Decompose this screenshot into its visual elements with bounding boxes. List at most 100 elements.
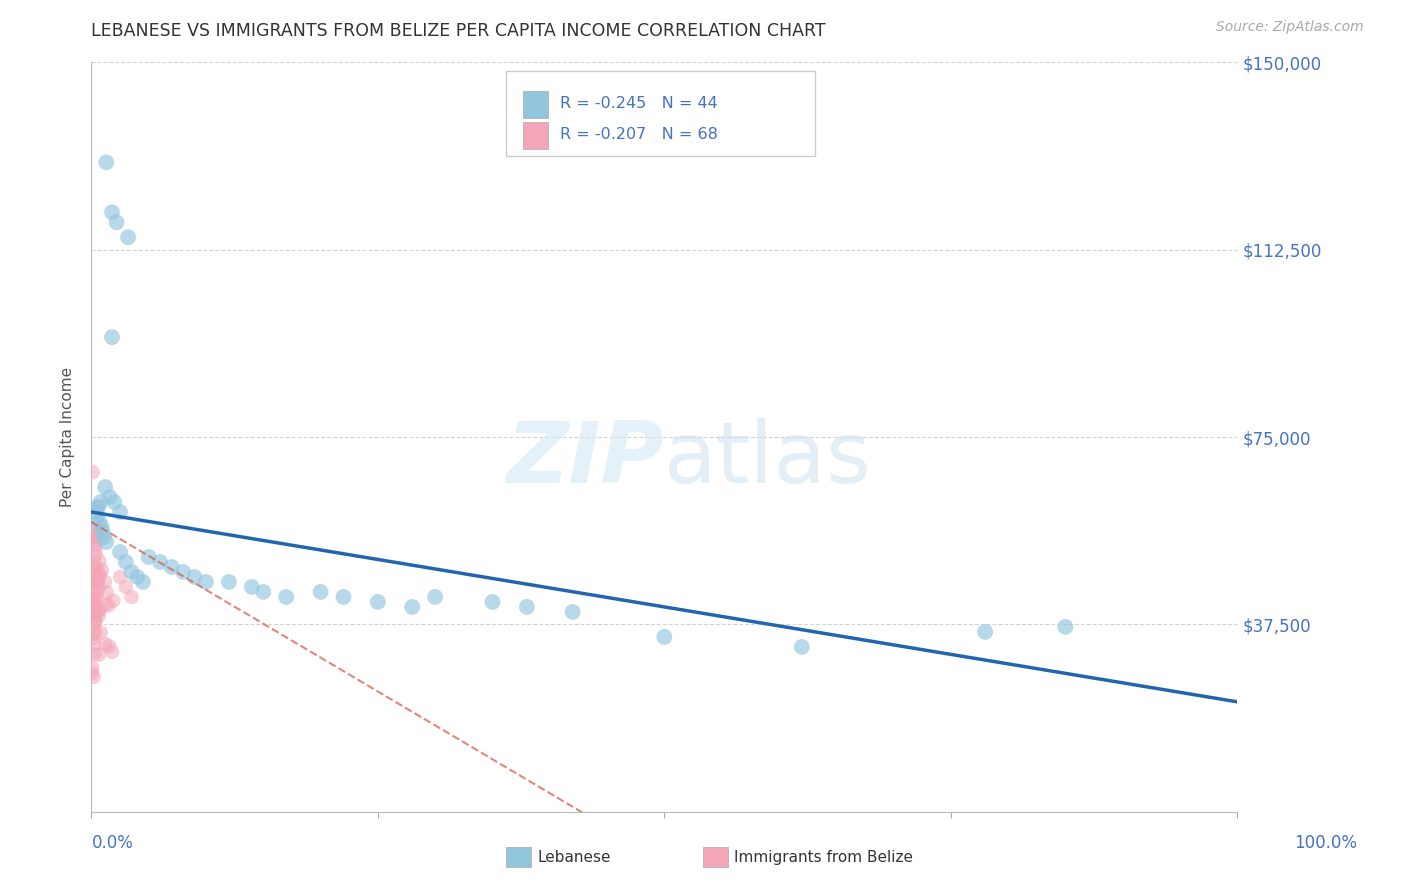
Text: 0.0%: 0.0% <box>91 834 134 852</box>
Point <box>108 545 131 559</box>
Point <box>108 505 131 519</box>
Point <box>132 574 155 589</box>
Point <box>90 625 112 640</box>
Point <box>80 595 103 609</box>
Point <box>80 601 103 615</box>
Text: Source: ZipAtlas.com: Source: ZipAtlas.com <box>1216 20 1364 34</box>
Point <box>98 639 121 653</box>
Point <box>84 564 107 578</box>
Point <box>105 215 128 229</box>
Point <box>218 574 240 589</box>
Point <box>87 578 110 592</box>
Point <box>82 465 104 479</box>
Text: Immigrants from Belize: Immigrants from Belize <box>734 850 912 864</box>
Point <box>84 605 107 619</box>
Point <box>83 570 105 584</box>
Point <box>83 616 105 631</box>
Point <box>87 500 110 514</box>
Point <box>83 602 105 616</box>
Point <box>80 533 103 547</box>
Point <box>94 598 117 612</box>
Point <box>89 554 111 568</box>
Point <box>103 495 125 509</box>
Point <box>87 608 110 623</box>
Point <box>86 500 108 514</box>
Point <box>481 595 503 609</box>
Point <box>94 637 117 651</box>
Point <box>82 593 104 607</box>
Point <box>87 582 110 597</box>
Point <box>516 599 538 614</box>
Point <box>82 530 104 544</box>
Point <box>101 330 124 344</box>
Point <box>101 205 124 219</box>
Point <box>97 599 120 613</box>
Point <box>84 538 107 552</box>
Point <box>108 570 131 584</box>
Point <box>86 510 108 524</box>
Point <box>90 495 112 509</box>
Point <box>84 591 107 605</box>
Point <box>114 555 136 569</box>
Y-axis label: Per Capita Income: Per Capita Income <box>60 367 76 508</box>
Text: R = -0.207   N = 68: R = -0.207 N = 68 <box>560 128 717 142</box>
Point <box>84 522 107 536</box>
Point <box>98 490 121 504</box>
Point <box>83 638 105 652</box>
Point <box>84 604 107 618</box>
Point <box>117 230 139 244</box>
Text: ZIP: ZIP <box>506 418 664 501</box>
Point <box>82 574 104 589</box>
Point <box>84 560 107 574</box>
Point <box>84 627 107 641</box>
Point <box>83 601 105 615</box>
Point <box>252 585 274 599</box>
Point <box>240 580 263 594</box>
Point <box>90 520 112 534</box>
Point <box>96 155 118 169</box>
Point <box>93 530 115 544</box>
Text: 100.0%: 100.0% <box>1294 834 1357 852</box>
Point <box>276 590 298 604</box>
Point <box>94 574 117 589</box>
Text: LEBANESE VS IMMIGRANTS FROM BELIZE PER CAPITA INCOME CORRELATION CHART: LEBANESE VS IMMIGRANTS FROM BELIZE PER C… <box>91 22 825 40</box>
Point <box>89 515 111 529</box>
Point <box>561 605 583 619</box>
Point <box>83 592 105 607</box>
Point <box>114 580 136 594</box>
Point <box>82 661 104 675</box>
Point <box>82 602 104 616</box>
Point <box>80 666 103 681</box>
Point <box>84 542 107 557</box>
Point <box>83 670 105 684</box>
Point <box>84 614 107 628</box>
Point <box>89 648 111 662</box>
Point <box>82 576 104 591</box>
Point <box>309 585 332 599</box>
Point <box>974 624 997 639</box>
Point <box>121 590 143 604</box>
Point <box>83 529 105 543</box>
Text: atlas: atlas <box>664 418 872 501</box>
Point <box>127 570 149 584</box>
Point <box>83 563 105 577</box>
Point <box>83 555 105 569</box>
Point <box>80 632 103 646</box>
Point <box>90 563 112 577</box>
Point <box>194 574 217 589</box>
Point <box>87 570 110 584</box>
Point <box>96 535 118 549</box>
Point <box>87 574 110 588</box>
Point <box>160 560 183 574</box>
Point <box>790 640 813 654</box>
Point <box>84 548 107 562</box>
Point <box>401 599 423 614</box>
Point <box>87 605 110 619</box>
Point <box>183 570 205 584</box>
Point <box>423 590 446 604</box>
Point <box>89 602 111 616</box>
Point <box>121 565 143 579</box>
Text: Lebanese: Lebanese <box>537 850 610 864</box>
Point <box>149 555 172 569</box>
Point <box>82 594 104 608</box>
